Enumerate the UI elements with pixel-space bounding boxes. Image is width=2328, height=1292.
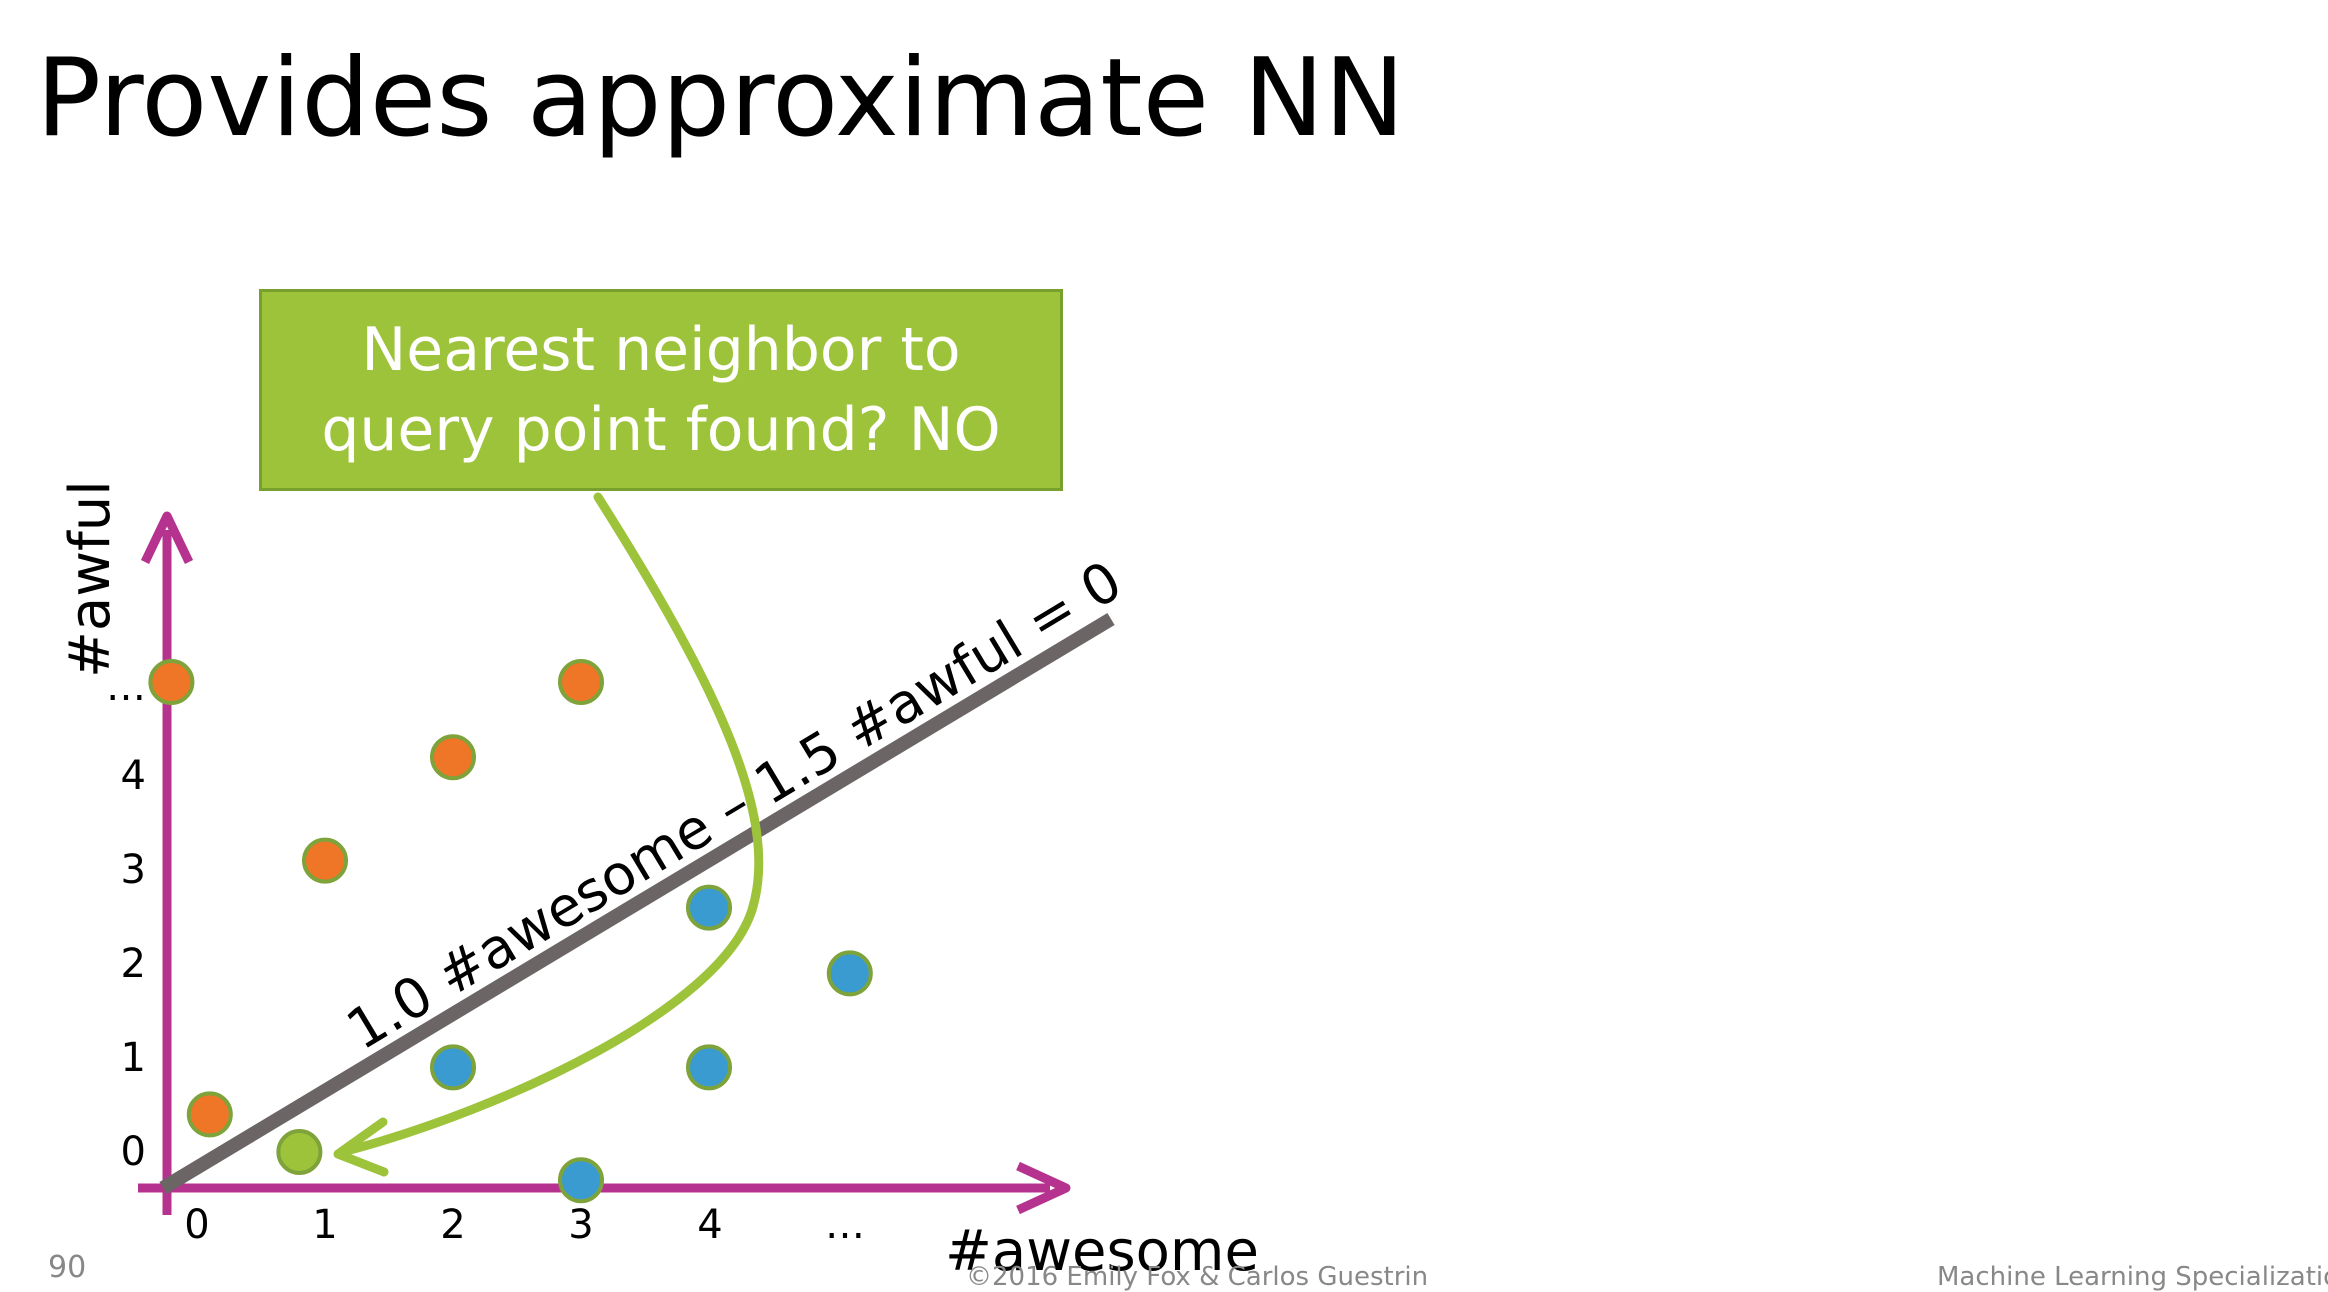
blue-point: [558, 1157, 604, 1204]
callout-box: Nearest neighbor to query point found? N…: [259, 289, 1063, 491]
callout-arrow: [345, 492, 764, 1155]
orange-point: [148, 659, 195, 705]
x-axis-arrowhead: [1016, 1161, 1071, 1215]
y-tick-label: 4: [121, 753, 146, 799]
y-tick-label: 3: [121, 847, 146, 893]
footer-copyright: ©2016 Emily Fox & Carlos Guestrin: [966, 1262, 1429, 1292]
x-axis-label: #awesome: [945, 1219, 1259, 1284]
footer-course: Machine Learning Specialization: [1937, 1262, 2328, 1292]
y-axis-arrowhead: [140, 511, 194, 564]
callout-line-1: Nearest neighbor to: [361, 315, 961, 385]
x-tick-label: 0: [184, 1202, 209, 1248]
x-tick-label: 4: [697, 1202, 722, 1248]
blue-point: [686, 884, 732, 931]
orange-point: [186, 1091, 233, 1138]
y-tick-label: …: [106, 664, 146, 710]
orange-point: [302, 837, 348, 884]
decision-boundary-label: 1.0 #awesome – 1.5 #awful = 0: [336, 548, 1133, 1062]
callout-line-2: query point found? NO: [321, 395, 1001, 465]
y-tick-label: 1: [121, 1035, 146, 1081]
x-tick-label: …: [825, 1202, 865, 1248]
slide-title: Provides approximate NN: [36, 36, 1405, 161]
x-tick-label: 2: [440, 1202, 465, 1248]
y-tick-label: 2: [121, 941, 146, 987]
blue-point: [686, 1044, 732, 1091]
callout-arrowhead: [333, 1117, 389, 1177]
page-number: 90: [48, 1250, 87, 1285]
x-tick-label: 3: [568, 1202, 593, 1248]
decision-boundary-line: [159, 612, 1115, 1195]
y-axis-label: #awful: [58, 480, 123, 678]
blue-point: [826, 950, 873, 997]
y-tick-label: 0: [121, 1129, 146, 1175]
orange-point: [430, 734, 476, 781]
orange-point: [558, 659, 604, 705]
green-point: [276, 1129, 323, 1175]
x-tick-label: 1: [312, 1202, 337, 1248]
blue-point: [430, 1044, 476, 1091]
